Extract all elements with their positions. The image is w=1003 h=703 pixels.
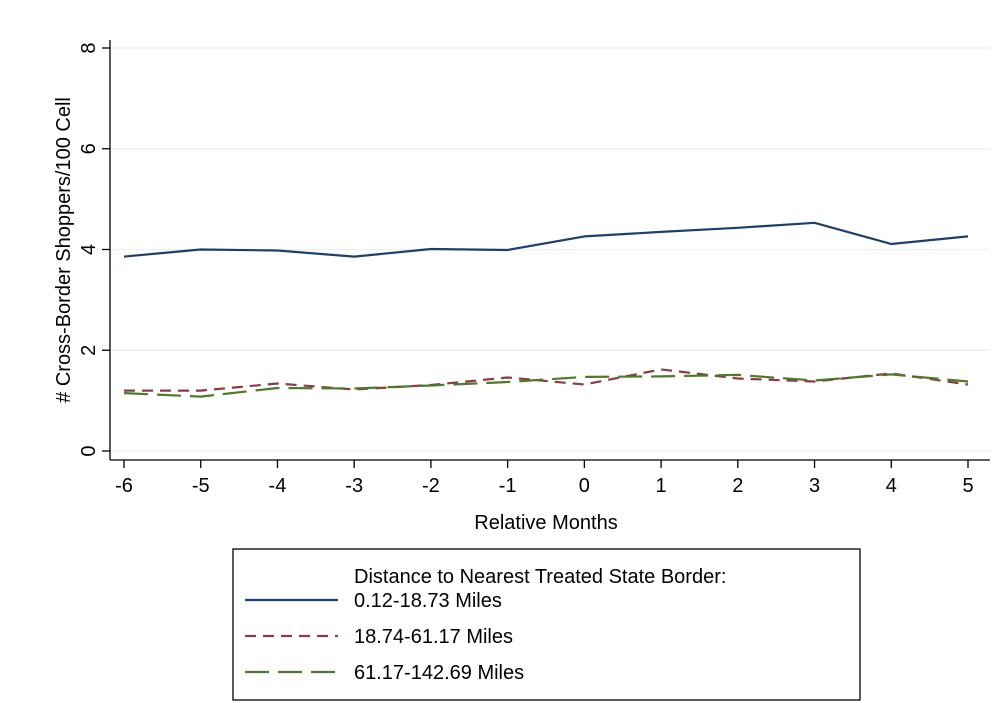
y-tick-label: 8 — [78, 42, 100, 53]
series-line — [123, 373, 969, 398]
legend-label: 0.12-18.73 Miles — [354, 590, 502, 612]
legend-label: 18.74-61.17 Miles — [354, 626, 513, 648]
x-tick-label: -6 — [115, 475, 133, 497]
x-tick-label: 1 — [656, 475, 667, 497]
x-tick-label: 3 — [809, 475, 820, 497]
x-tick-label: -2 — [422, 475, 440, 497]
x-tick-label: -5 — [192, 475, 210, 497]
x-tick-label: 2 — [732, 475, 743, 497]
legend-items: 0.12-18.73 Miles 18.74-61.17 Miles 61.17-1… — [245, 590, 524, 684]
series — [123, 221, 969, 398]
x-tick-label: -3 — [345, 475, 363, 497]
y-tick-label: 4 — [78, 244, 100, 255]
ticks: 0 2 4 6 8 -6 -5 -4 -3 -2 -1 0 1 2 3 4 5 — [78, 42, 974, 497]
y-tick-label: 6 — [78, 143, 100, 154]
y-tick-label: 2 — [78, 345, 100, 356]
x-tick-label: 5 — [962, 475, 973, 497]
legend: Distance to Nearest Treated State Border… — [232, 548, 861, 701]
legend-label: 61.17-142.69 Miles — [354, 662, 524, 684]
x-tick-label: -4 — [269, 475, 287, 497]
legend-box — [232, 548, 861, 701]
y-tick-label: 0 — [78, 445, 100, 456]
legend-title: Distance to Nearest Treated State Border… — [354, 566, 726, 588]
x-tick-label: 4 — [886, 475, 897, 497]
y-axis-title: # Cross-Border Shoppers/100 Cell — [53, 97, 75, 403]
x-tick-label: -1 — [499, 475, 517, 497]
x-tick-label: 0 — [579, 475, 590, 497]
series-line — [123, 221, 969, 258]
series-line — [124, 368, 969, 392]
x-axis-title: Relative Months — [474, 512, 617, 534]
